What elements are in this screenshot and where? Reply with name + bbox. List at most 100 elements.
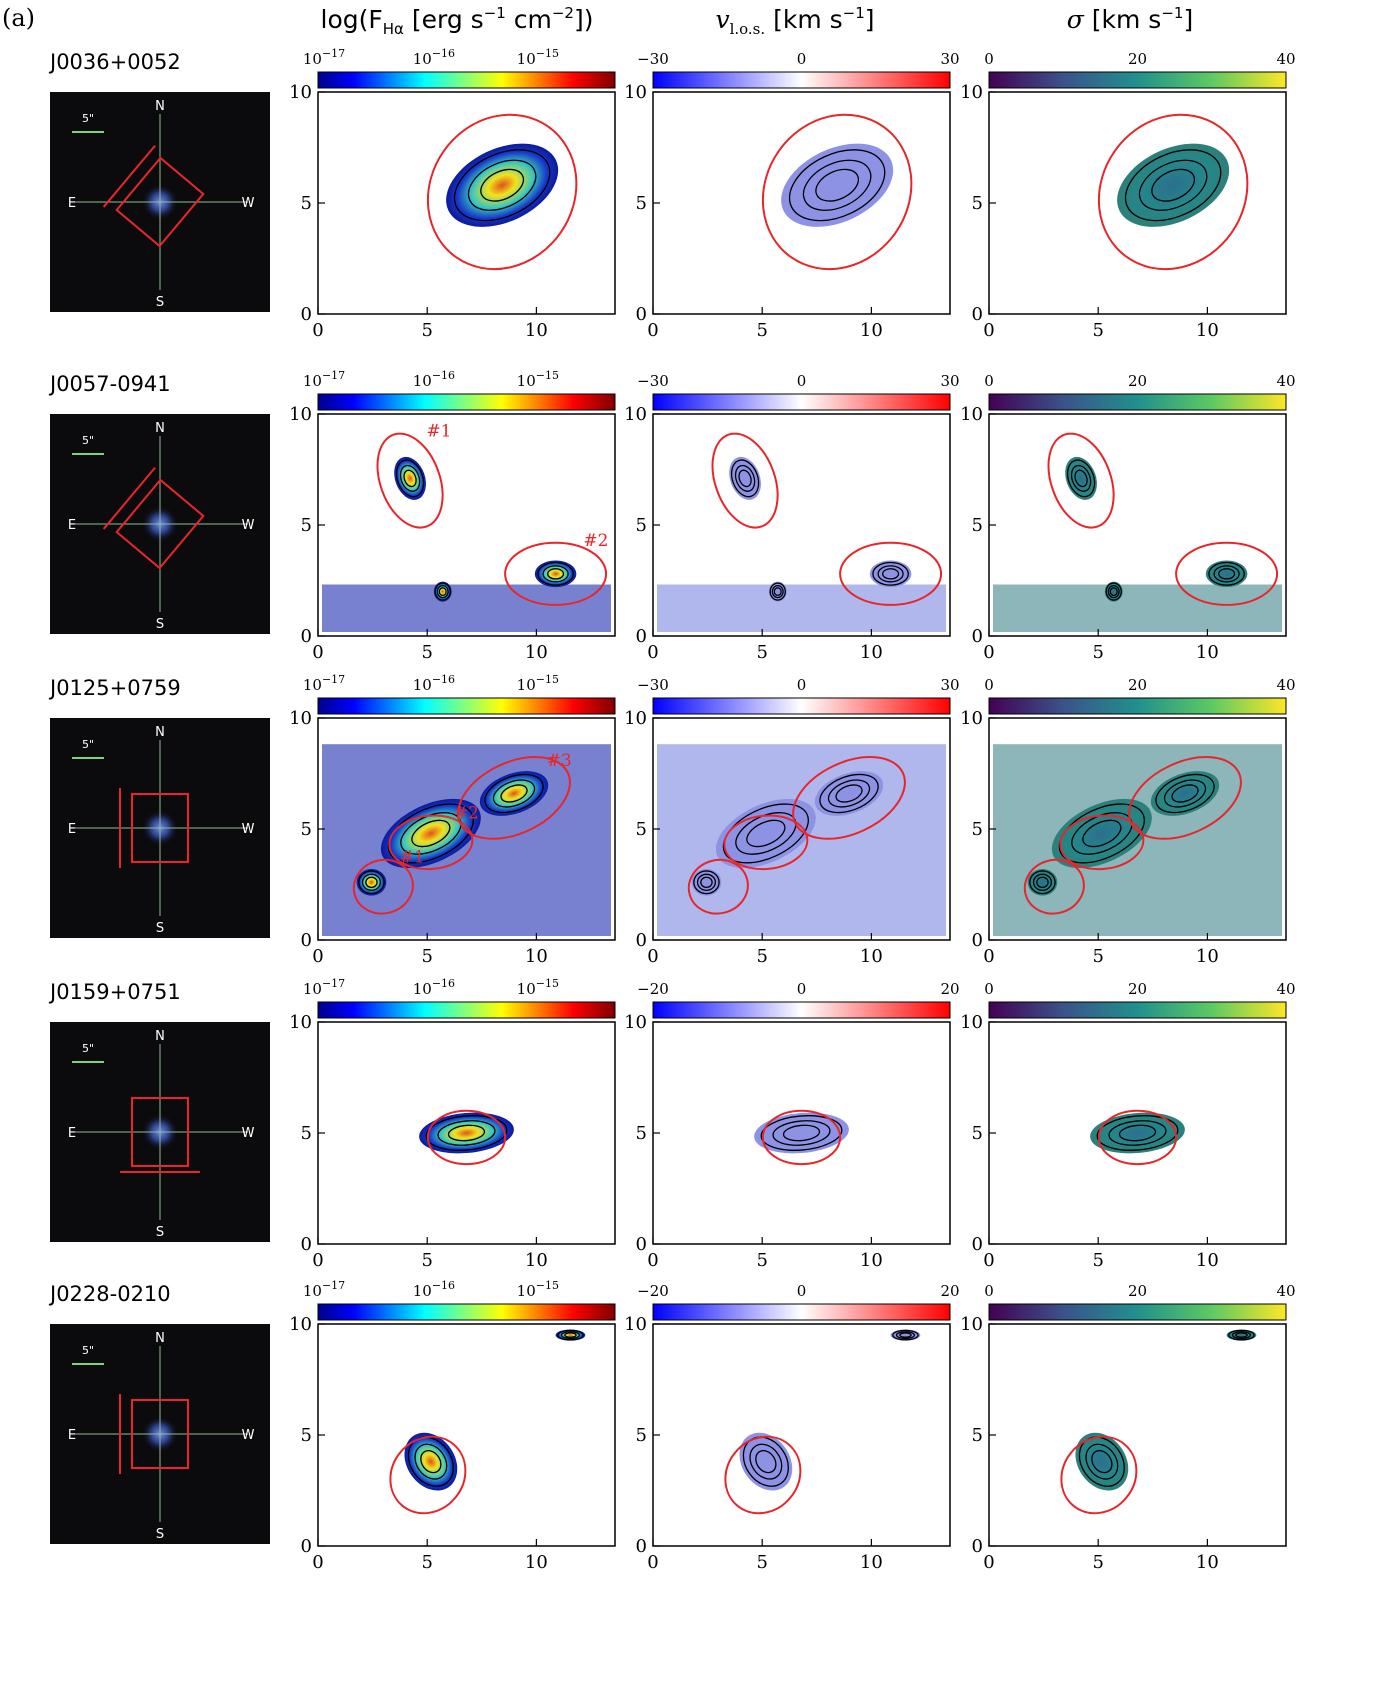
flux-contour: [1108, 1120, 1167, 1146]
flux-contour: [437, 1120, 496, 1146]
aperture-ellipse: [724, 1435, 802, 1515]
aperture-ellipse: [504, 541, 608, 606]
flux-contour: [730, 459, 760, 498]
flux-contour: [872, 561, 909, 586]
sigma-colorbar: [988, 697, 1287, 715]
aperture-ellipse: [1023, 858, 1085, 915]
flux-contour: [1082, 819, 1122, 848]
flux-contour: [1105, 582, 1122, 601]
x-tick-label: 10: [1196, 946, 1219, 967]
x-tick-label: 10: [860, 946, 883, 967]
slit-footprint: [115, 156, 205, 248]
colorbar-tick-label: 0: [984, 50, 994, 68]
aperture-ellipse: [457, 756, 571, 840]
colorbar-tick-label: 20: [940, 1282, 959, 1300]
map-signal-area: [322, 584, 611, 632]
flux-contour: [411, 819, 451, 848]
flux-contour: [819, 773, 879, 814]
x-tick-label: 0: [312, 1250, 323, 1271]
x-tick-label: 5: [421, 1250, 432, 1271]
compass-west: W: [242, 518, 255, 533]
finder-chart: N S E W 5": [50, 718, 270, 938]
aperture-ellipse: [687, 858, 749, 915]
x-tick-label: 5: [1092, 320, 1103, 341]
aperture-ellipse: [1097, 1109, 1178, 1166]
flux-map-panel: 10−17 10−16 10−15 #1 #2 00 5 5 10 10: [289, 369, 616, 663]
flux-contour: [802, 159, 872, 211]
finder-chart: N S E W 5": [50, 1324, 270, 1544]
y-tick-label: 10: [624, 82, 647, 103]
region-label: #2: [454, 803, 479, 823]
flux-contour: [492, 779, 536, 808]
flux-contour: [1151, 168, 1196, 202]
y-tick-label: 5: [301, 1123, 312, 1144]
flux-contour: [815, 168, 860, 202]
emission-region: [1226, 1329, 1257, 1341]
flux-colorbar: [317, 697, 616, 715]
colorbar-tick-label: 10−15: [517, 1279, 559, 1300]
aperture-ellipse: [376, 432, 444, 529]
colorbar-tick-label: 40: [1276, 676, 1295, 694]
x-tick-label: 0: [647, 320, 658, 341]
x-tick-label: 10: [525, 1552, 548, 1573]
x-tick-label: 5: [756, 1250, 767, 1271]
flux-contour: [547, 568, 565, 580]
colorbar-tick-label: −30: [637, 372, 669, 390]
colorbar-tick-label: 0: [984, 980, 994, 998]
galaxy-name: J0228-0210: [48, 1282, 171, 1306]
aperture-ellipse: [711, 432, 779, 529]
x-tick-label: 0: [983, 1552, 994, 1573]
flux-contour: [769, 582, 786, 601]
flux-contour: [755, 1450, 777, 1474]
galaxy-name: J0125+0759: [48, 676, 181, 700]
y-tick-label: 10: [960, 82, 983, 103]
flux-contour: [700, 876, 713, 888]
emission-region: [380, 798, 481, 869]
flux-colorbar: [317, 71, 616, 89]
aperture-ellipse: [1128, 756, 1242, 840]
x-tick-label: 10: [525, 320, 548, 341]
aperture-ellipse: [839, 541, 943, 606]
x-tick-label: 5: [756, 1552, 767, 1573]
colorbar-tick-label: −20: [637, 1282, 669, 1300]
colorbar-tick-label: 20: [940, 980, 959, 998]
flux-contour: [827, 779, 871, 808]
colorbar-tick-label: −30: [637, 50, 669, 68]
emission-region: [715, 798, 816, 869]
emission-region: [419, 1112, 514, 1154]
colorbar-tick-label: 10−16: [413, 47, 455, 68]
flux-contour: [835, 784, 863, 803]
flux-contour: [1213, 565, 1240, 583]
flux-contour: [564, 1332, 577, 1338]
flux-contour: [358, 870, 385, 895]
aperture-ellipse: [761, 113, 913, 271]
x-tick-label: 10: [1196, 1250, 1219, 1271]
galaxy-name: J0159+0751: [48, 980, 181, 1004]
y-tick-label: 0: [301, 930, 312, 951]
aperture-ellipse: [761, 1109, 842, 1166]
finder-chart: N S E W 5": [50, 92, 270, 312]
compass-west: W: [242, 1126, 255, 1141]
colorbar-tick-label: 10−16: [413, 1279, 455, 1300]
sigma-colorbar: [988, 393, 1287, 411]
flux-colorbar: [317, 1001, 616, 1019]
y-tick-label: 5: [636, 193, 647, 214]
flux-contour: [1231, 1331, 1252, 1340]
flux-map-panel: 10−17 10−16 10−15 00 5 5 10 10: [289, 1279, 616, 1573]
flux-contour: [453, 149, 551, 222]
x-tick-label: 0: [983, 320, 994, 341]
flux-contour: [734, 464, 756, 492]
x-tick-label: 5: [1092, 1250, 1103, 1271]
region-label: #1: [426, 422, 451, 442]
colorbar-tick-label: 20: [1128, 676, 1147, 694]
flux-contour: [480, 168, 525, 202]
y-tick-label: 5: [301, 515, 312, 536]
vel-map-background: [653, 1324, 950, 1546]
scale-label: 5": [82, 738, 94, 751]
flux-contour: [877, 565, 904, 583]
y-tick-label: 5: [301, 193, 312, 214]
y-tick-label: 0: [972, 1234, 983, 1255]
flux-contour: [403, 469, 417, 488]
